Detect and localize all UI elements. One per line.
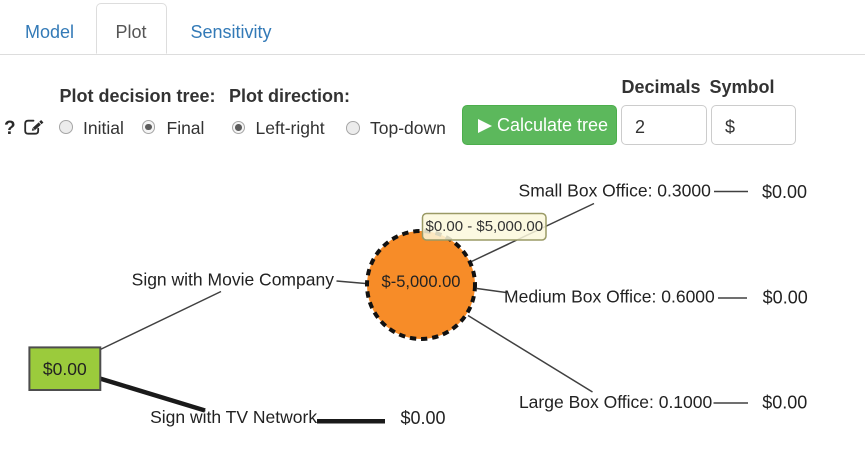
svg-text:Small Box Office: 0.3000: Small Box Office: 0.3000	[519, 181, 712, 201]
svg-text:$0.00 - $5,000.00: $0.00 - $5,000.00	[426, 218, 544, 235]
svg-text:$0.00: $0.00	[763, 288, 808, 308]
svg-text:$0.00: $0.00	[762, 182, 807, 202]
svg-text:Medium Box Office: 0.6000: Medium Box Office: 0.6000	[504, 287, 715, 307]
svg-text:$0.00: $0.00	[400, 408, 445, 428]
svg-text:$0.00: $0.00	[43, 359, 87, 379]
svg-text:Sign with TV Network: Sign with TV Network	[150, 407, 317, 427]
svg-text:$-5,000.00: $-5,000.00	[382, 273, 461, 291]
svg-text:Large Box Office: 0.1000: Large Box Office: 0.1000	[519, 392, 713, 412]
svg-text:Sign with Movie Company: Sign with Movie Company	[132, 270, 335, 290]
svg-text:$0.00: $0.00	[762, 393, 807, 413]
